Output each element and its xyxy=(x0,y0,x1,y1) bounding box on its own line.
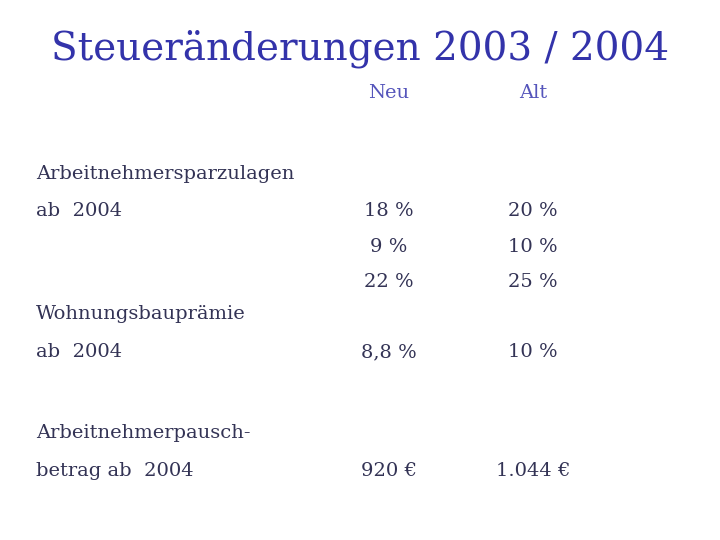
Text: 920 €: 920 € xyxy=(361,462,417,480)
Text: Arbeitnehmersparzulagen: Arbeitnehmersparzulagen xyxy=(36,165,294,183)
Text: 10 %: 10 % xyxy=(508,238,557,255)
Text: Wohnungsbauprämie: Wohnungsbauprämie xyxy=(36,305,246,323)
Text: 10 %: 10 % xyxy=(508,343,557,361)
Text: 1.044 €: 1.044 € xyxy=(495,462,570,480)
Text: 22 %: 22 % xyxy=(364,273,413,291)
Text: betrag ab  2004: betrag ab 2004 xyxy=(36,462,194,480)
Text: 20 %: 20 % xyxy=(508,202,557,220)
Text: ab  2004: ab 2004 xyxy=(36,343,122,361)
Text: 8,8 %: 8,8 % xyxy=(361,343,417,361)
Text: 25 %: 25 % xyxy=(508,273,557,291)
Text: Alt: Alt xyxy=(518,84,547,102)
Text: Neu: Neu xyxy=(368,84,410,102)
Text: 18 %: 18 % xyxy=(364,202,413,220)
Text: Arbeitnehmerpausch-: Arbeitnehmerpausch- xyxy=(36,424,251,442)
Text: ab  2004: ab 2004 xyxy=(36,202,122,220)
Text: 9 %: 9 % xyxy=(370,238,408,255)
Text: Steueränderungen 2003 / 2004: Steueränderungen 2003 / 2004 xyxy=(51,30,669,68)
